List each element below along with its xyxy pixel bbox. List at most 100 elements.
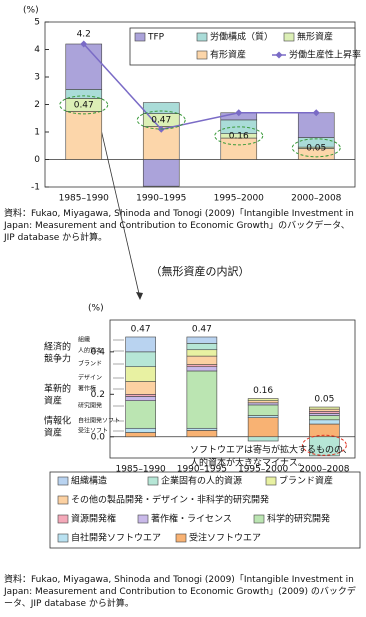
marker xyxy=(312,109,320,117)
marker xyxy=(80,40,88,48)
bar-segment xyxy=(125,427,156,433)
legend-swatch xyxy=(147,476,159,486)
legend-box xyxy=(49,471,361,549)
marker xyxy=(235,109,243,117)
highlight xyxy=(136,110,186,130)
highlight xyxy=(59,95,109,115)
legend-label: 無形資産 xyxy=(297,31,333,43)
bar-segment xyxy=(142,102,180,114)
bar-segment xyxy=(125,396,156,401)
item-label: デザイン xyxy=(78,374,102,382)
legend-swatch xyxy=(134,32,146,42)
legend-swatch xyxy=(196,50,208,60)
bar-segment xyxy=(309,406,340,410)
bar-segment xyxy=(125,366,156,382)
bar-segment xyxy=(309,410,340,414)
bar-segment xyxy=(125,432,156,438)
highlight xyxy=(291,138,341,158)
bar-segment xyxy=(186,370,218,429)
legend-swatch xyxy=(283,32,295,42)
group-label: 革新的 xyxy=(44,383,71,395)
legend-box xyxy=(129,27,356,66)
group-label: 情報化 xyxy=(44,415,71,427)
item-label: 自社開発ソフト xyxy=(78,417,120,425)
legend-marker xyxy=(275,51,283,59)
bar-segment xyxy=(125,381,156,395)
x-tick-label: 1995–2000 xyxy=(214,194,265,204)
bar-segment xyxy=(186,364,218,368)
bar-segment xyxy=(65,89,103,99)
bar-segment xyxy=(186,427,218,431)
bar-segment xyxy=(247,417,279,438)
x-tick-label: 1990–1995 xyxy=(177,465,227,475)
y-tick-label: 0.4 xyxy=(91,347,106,357)
item-label: 受注ソフト xyxy=(78,427,108,435)
y-tick-label: 0.0 xyxy=(91,432,106,442)
group-label: 資産 xyxy=(44,395,62,407)
bar-segment xyxy=(309,436,340,457)
x-tick-label: 2000–2008 xyxy=(299,465,350,475)
group-label: 競争力 xyxy=(44,353,71,365)
bar-segment xyxy=(186,336,218,344)
y-tick-label: 4 xyxy=(34,45,40,55)
legend-label: 著作権・ライセンス xyxy=(151,513,232,525)
legend-swatch xyxy=(175,533,187,543)
y-tick-label: 2 xyxy=(34,100,40,110)
bar-segment xyxy=(125,394,156,397)
legend-label: ブランド資産 xyxy=(279,475,333,487)
bar-segment xyxy=(186,349,218,357)
source: 資料：Fukao, Miyagawa, Shinoda and Tonogi (… xyxy=(4,575,356,609)
annotation: ソフトウエアは寄与が拡大するものの、 xyxy=(190,444,352,456)
bar-segment xyxy=(186,366,218,372)
highlight xyxy=(214,126,264,146)
x-tick-label: 1990–1995 xyxy=(136,194,186,204)
bar-segment xyxy=(247,398,279,401)
legend-swatch xyxy=(196,32,208,42)
bar-segment xyxy=(309,419,340,425)
total-label: 0.47 xyxy=(131,324,151,334)
callout-ellipse xyxy=(301,434,347,456)
arrow-head xyxy=(136,292,143,300)
legend-label: TFP xyxy=(147,33,165,43)
legend-swatch xyxy=(57,533,69,543)
bar-segment xyxy=(309,415,340,421)
legend-label: 受注ソフトウエア xyxy=(189,532,261,544)
y-tick-label: 0 xyxy=(34,155,40,165)
bar-segment xyxy=(125,351,156,368)
item-label: 著作権 xyxy=(78,385,96,393)
total-label: 0.47 xyxy=(192,324,212,334)
annotation: 人的資本が大きなマイナス。 xyxy=(190,457,307,469)
x-tick-label: 1995–2000 xyxy=(238,465,289,475)
legend-swatch xyxy=(57,476,69,486)
bar-segment xyxy=(142,159,180,187)
bar-segment xyxy=(65,43,103,90)
x-tick-label: 1985–1990 xyxy=(115,465,166,475)
line xyxy=(83,43,317,131)
legend-label: 資源開発権 xyxy=(71,513,116,525)
x-tick-label: 1985–1990 xyxy=(59,194,110,204)
bar-segment xyxy=(247,400,279,404)
bar-segment xyxy=(125,400,156,429)
legend-swatch xyxy=(253,514,265,524)
data-label: 0.47 xyxy=(151,116,171,126)
y-tick-label: 3 xyxy=(34,73,40,83)
total-label: 0.05 xyxy=(314,395,334,405)
y-tick-label: 5 xyxy=(34,18,40,28)
bar-segment xyxy=(186,355,218,365)
legend-label: 労働生産性上昇率 xyxy=(289,49,361,61)
legend-label: 自社開発ソフトウエア xyxy=(71,532,161,544)
arrow xyxy=(99,124,141,299)
item-label: 組織 xyxy=(78,336,90,344)
data-label: 0.47 xyxy=(74,100,94,110)
item-label: ブランド xyxy=(78,360,102,368)
data-label: 0.05 xyxy=(306,143,326,153)
y-tick-label: 1 xyxy=(34,128,40,138)
legend-label: 企業固有の人的資源 xyxy=(161,475,242,487)
bar-segment xyxy=(247,404,279,416)
group-label: 資産 xyxy=(44,427,62,439)
source: 資料：Fukao, Miyagawa, Shinoda and Tonogi (… xyxy=(4,209,354,243)
legend-label: 労働構成（質） xyxy=(210,31,273,43)
data-label: 0.16 xyxy=(229,131,249,141)
